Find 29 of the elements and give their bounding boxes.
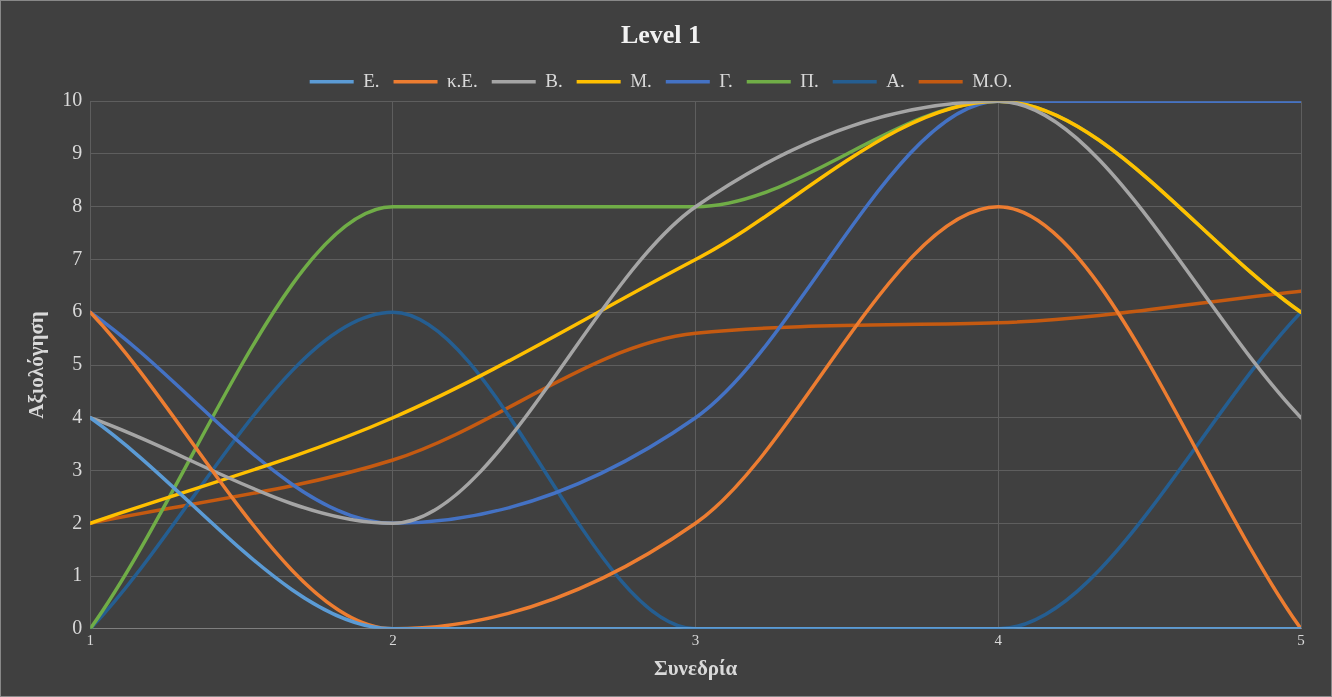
legend-label: κ.Ε. <box>447 69 478 91</box>
y-axis-title: Αξιολόγηση <box>24 311 49 419</box>
x-tick-label: 3 <box>691 631 700 648</box>
y-tick-label: 8 <box>72 193 83 216</box>
legend-label: Α. <box>886 69 905 91</box>
y-tick-label: 10 <box>62 88 83 111</box>
x-tick-label: 1 <box>86 631 94 648</box>
chart-title: Level 1 <box>620 20 702 50</box>
y-tick-label: 0 <box>72 616 83 639</box>
legend-label: Μ.Ο. <box>972 69 1013 91</box>
x-tick-label: 4 <box>994 631 1003 648</box>
y-tick-label: 3 <box>72 457 83 480</box>
line-series <box>90 204 1301 629</box>
y-tick-label: 5 <box>72 352 83 375</box>
y-tick-label: 9 <box>72 141 83 164</box>
y-tick-label: 4 <box>72 405 83 428</box>
y-tick-label: 7 <box>72 246 83 269</box>
x-tick-label: 2 <box>389 631 397 648</box>
y-tick-label: 2 <box>72 510 83 533</box>
legend-label: Γ. <box>719 69 733 91</box>
legend-label: Μ. <box>630 69 652 91</box>
y-tick-label: 1 <box>72 563 83 586</box>
x-tick-label: 5 <box>1297 631 1305 648</box>
line-series <box>90 289 1301 526</box>
legend-label: Π. <box>800 69 819 91</box>
y-tick-label: 6 <box>72 299 83 322</box>
legend-label: Β. <box>545 69 563 91</box>
x-axis-title: Συνεδρία <box>653 655 738 680</box>
legend-label: Ε. <box>363 69 380 91</box>
